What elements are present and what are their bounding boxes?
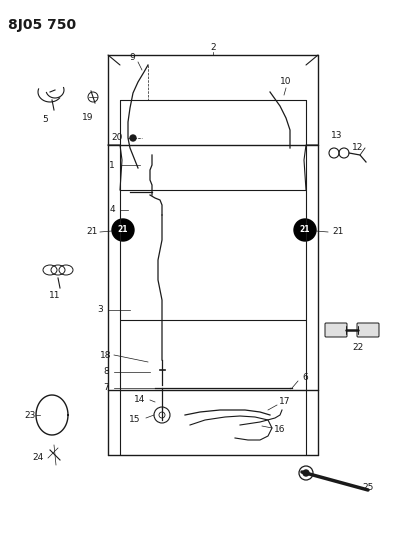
Text: 13: 13	[331, 131, 343, 140]
Text: 22: 22	[352, 343, 364, 352]
Text: 5: 5	[42, 116, 48, 125]
Text: 19: 19	[82, 114, 94, 123]
Text: 21: 21	[86, 228, 98, 237]
Text: 4: 4	[109, 206, 115, 214]
Circle shape	[303, 470, 309, 476]
FancyBboxPatch shape	[357, 323, 379, 337]
Text: 3: 3	[97, 305, 103, 314]
Text: 23: 23	[24, 410, 36, 419]
Text: 12: 12	[352, 143, 364, 152]
Text: 14: 14	[134, 395, 146, 405]
Text: 15: 15	[129, 416, 141, 424]
Text: 17: 17	[279, 398, 291, 407]
Text: 25: 25	[362, 483, 374, 492]
Text: 20: 20	[111, 133, 123, 142]
Text: 8: 8	[103, 367, 109, 376]
Text: 11: 11	[49, 290, 61, 300]
Circle shape	[294, 219, 316, 241]
Text: 18: 18	[100, 351, 112, 359]
Text: 6: 6	[302, 374, 308, 383]
Text: 10: 10	[280, 77, 292, 86]
Circle shape	[130, 135, 136, 141]
Circle shape	[112, 219, 134, 241]
FancyBboxPatch shape	[325, 323, 347, 337]
Text: 8J05 750: 8J05 750	[8, 18, 76, 32]
Text: 2: 2	[210, 44, 216, 52]
Text: 16: 16	[274, 425, 286, 434]
Text: 1: 1	[109, 160, 115, 169]
Text: 21: 21	[118, 225, 128, 235]
Text: 7: 7	[103, 384, 109, 392]
Text: 24: 24	[32, 454, 44, 463]
Text: 9: 9	[129, 53, 135, 62]
Text: 21: 21	[300, 225, 310, 235]
Text: 21: 21	[332, 228, 344, 237]
